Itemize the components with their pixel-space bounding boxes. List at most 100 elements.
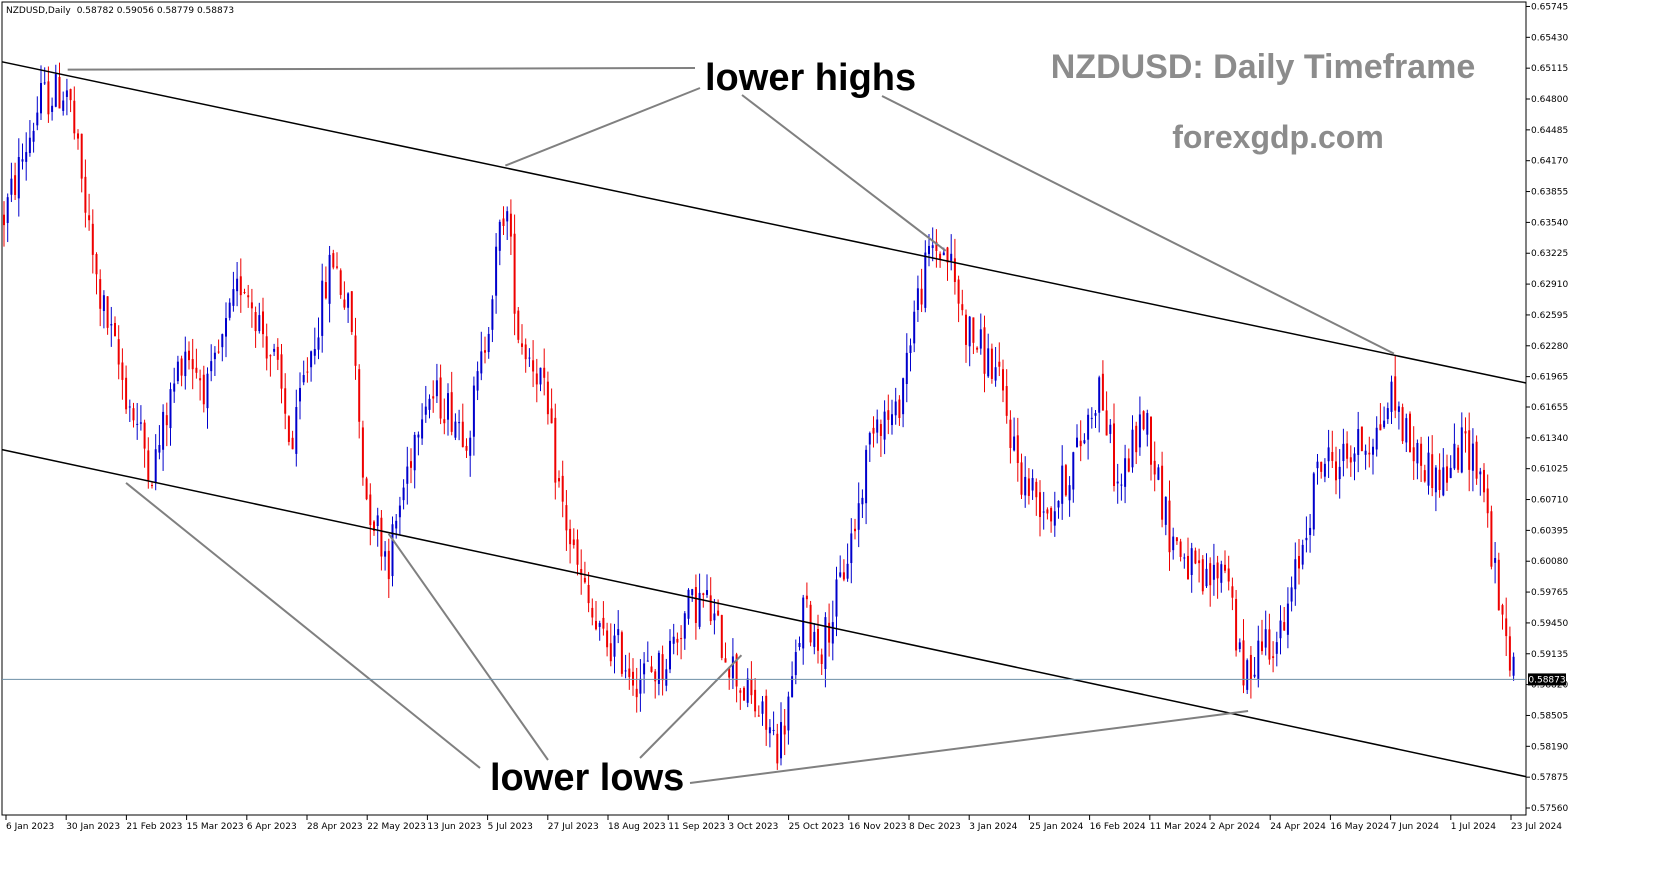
bull-candle (391, 524, 394, 577)
bull-candle (646, 660, 649, 662)
y-tick-label: 0.64485 (1531, 126, 1568, 136)
bear-candle (73, 100, 76, 134)
x-tick-label: 3 Jan 2024 (969, 822, 1017, 832)
bull-candle (672, 636, 675, 644)
bull-candle (139, 422, 142, 424)
y-tick-label: 0.62595 (1531, 311, 1568, 321)
bear-candle (583, 577, 586, 583)
bear-candle (461, 421, 464, 448)
bear-candle (587, 584, 590, 604)
y-tick-label: 0.63855 (1531, 188, 1568, 198)
bull-candle (894, 401, 897, 416)
bull-candle (1494, 558, 1497, 563)
bear-candle (595, 620, 597, 630)
bull-candle (1327, 447, 1330, 462)
bear-candle (694, 587, 697, 623)
bear-candle (202, 374, 205, 405)
bull-candle (1460, 427, 1463, 473)
bear-candle (1201, 559, 1204, 592)
bull-candle (1190, 548, 1193, 575)
bull-candle (1434, 467, 1437, 493)
y-tick-label: 0.63540 (1531, 218, 1568, 228)
bear-candle (199, 378, 202, 381)
bull-candle (447, 393, 449, 420)
bear-candle (58, 76, 61, 109)
bear-candle (262, 311, 264, 335)
bull-candle (1390, 381, 1393, 412)
bull-candle (169, 389, 172, 429)
candles-layer (3, 62, 1515, 770)
bear-candle (188, 350, 190, 361)
bear-candle (358, 369, 361, 422)
bear-candle (606, 630, 609, 648)
bear-candle (1216, 562, 1219, 579)
bull-candle (1386, 408, 1389, 420)
bull-candle (43, 82, 46, 84)
bear-candle (1161, 465, 1164, 520)
lower-low-pointer (689, 710, 1249, 784)
x-tick-label: 11 Sep 2023 (668, 822, 725, 832)
y-tick-label: 0.65115 (1531, 64, 1568, 74)
bull-candle (480, 351, 483, 374)
lower-low-pointer (639, 654, 743, 759)
x-tick-label: 16 Nov 2023 (849, 822, 907, 832)
bull-candle (62, 100, 65, 111)
bear-candle (546, 381, 549, 415)
x-tick-label: 22 May 2023 (367, 822, 426, 832)
bull-candle (1087, 414, 1090, 440)
x-tick-label: 16 Feb 2024 (1090, 822, 1146, 832)
bull-candle (328, 254, 331, 304)
bear-candle (336, 266, 338, 268)
bear-candle (817, 628, 819, 651)
lower-high-pointer (67, 67, 696, 71)
bull-candle (1449, 467, 1452, 478)
bull-candle (1286, 603, 1289, 635)
bear-candle (350, 291, 353, 332)
bull-candle (1471, 443, 1474, 471)
bear-candle (354, 335, 357, 366)
bear-candle (114, 322, 116, 337)
bear-candle (1027, 478, 1030, 496)
bear-candle (195, 367, 198, 373)
bull-candle (1301, 544, 1304, 565)
bear-candle (132, 408, 135, 421)
bear-candle (250, 302, 253, 309)
bear-candle (517, 310, 520, 340)
x-tick-label: 23 Jul 2024 (1511, 822, 1562, 832)
y-tick-label: 0.61340 (1531, 434, 1568, 444)
bear-candle (1175, 537, 1178, 542)
bear-candle (1150, 416, 1152, 465)
bear-candle (3, 214, 5, 226)
bull-candle (794, 652, 797, 676)
x-tick-label: 1 Jul 2024 (1451, 822, 1496, 832)
bear-candle (524, 344, 527, 360)
bull-candle (683, 613, 686, 639)
bull-candle (417, 434, 420, 438)
bear-candle (254, 312, 257, 332)
bear-candle (550, 408, 553, 424)
bull-candle (102, 295, 105, 312)
bull-candle (454, 421, 457, 438)
time-axis: 6 Jan 2023 30 Jan 2023 21 Feb 2023 15 Mar 2… (5, 815, 1562, 832)
bear-candle (77, 133, 79, 139)
bear-candle (1101, 373, 1104, 411)
bear-candle (47, 81, 50, 115)
bull-candle (299, 387, 301, 402)
bear-candle (620, 632, 623, 674)
bear-candle (728, 668, 731, 678)
bull-candle (665, 669, 668, 686)
bull-candle (1013, 436, 1016, 451)
y-tick-label: 0.62280 (1531, 342, 1568, 352)
bear-candle (983, 327, 986, 374)
bear-candle (106, 296, 109, 328)
bear-candle (757, 715, 760, 717)
bear-candle (828, 622, 831, 643)
bear-candle (450, 392, 453, 432)
bull-candle (1042, 511, 1045, 513)
bear-candle (569, 528, 572, 545)
lower-low-pointer (125, 482, 481, 769)
bull-candle (539, 367, 542, 385)
bear-candle (121, 362, 124, 380)
bull-candle (1338, 466, 1341, 480)
bear-candle (576, 539, 579, 565)
